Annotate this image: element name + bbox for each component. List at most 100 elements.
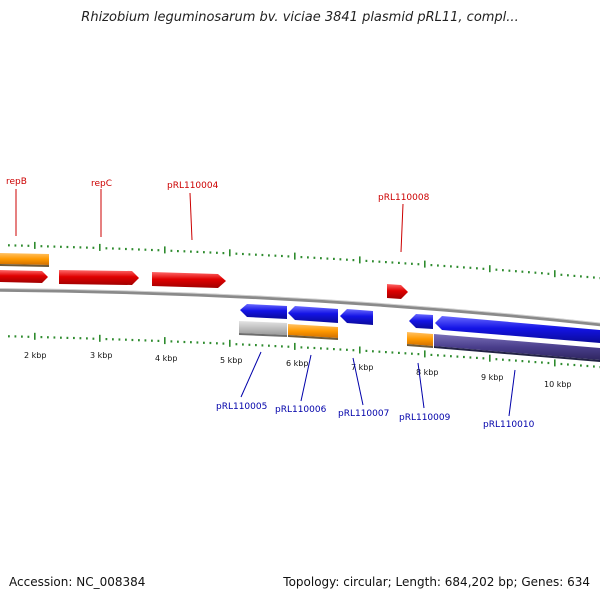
lower-ring-minor-tick — [534, 361, 537, 364]
gene-label-pRL110007[interactable]: pRL110007 — [338, 409, 389, 419]
upper-ring-minor-tick — [27, 244, 30, 247]
upper-ring-minor-tick — [170, 249, 173, 252]
upper-ring-minor-tick — [456, 265, 459, 268]
topology-summary: Topology: circular; Length: 684,202 bp; … — [283, 575, 590, 589]
upper-ring-minor-tick — [92, 246, 95, 249]
upper-ring-minor-tick — [14, 244, 17, 247]
upper-ring-minor-tick — [222, 252, 225, 255]
upper-ring-minor-tick — [534, 271, 537, 274]
upper-ring-minor-tick — [112, 247, 114, 250]
lower-ring-minor-tick — [417, 353, 420, 356]
upper-ring-minor-tick — [463, 266, 465, 269]
upper-ring-minor-tick — [339, 258, 342, 261]
scale-label-5kbp: 5 kbp — [220, 356, 242, 365]
lower-ring-minor-tick — [190, 341, 192, 344]
cds-reverse-pRL110010 — [435, 316, 600, 343]
upper-ring-minor-tick — [261, 253, 264, 257]
lower-ring-minor-tick — [53, 336, 56, 339]
lower-ring-minor-tick — [92, 337, 95, 340]
upper-tick-ring — [8, 241, 600, 280]
lower-ring-minor-tick — [203, 341, 205, 344]
upper-ring-minor-tick — [183, 250, 186, 253]
gene-label-repB[interactable]: repB — [6, 177, 27, 187]
lower-ring-minor-tick — [580, 364, 582, 367]
cds-forward-pRL110004 — [152, 272, 226, 288]
lower-ring-minor-tick — [365, 349, 368, 352]
lower-ring-minor-tick — [430, 353, 433, 356]
gene-label-pRL110006[interactable]: pRL110006 — [275, 405, 327, 415]
gene-label-pRL110005[interactable]: pRL110005 — [216, 402, 267, 412]
lower-ring-minor-tick — [287, 345, 290, 348]
lower-ring-minor-tick — [14, 335, 17, 338]
upper-ring-minor-tick — [365, 259, 368, 262]
lower-ring-major-tick — [229, 339, 231, 347]
upper-ring-minor-tick — [586, 275, 589, 279]
cds-reverse-pRL110005 — [240, 304, 287, 319]
lower-ring-minor-tick — [157, 339, 160, 342]
upper-ring-minor-tick — [274, 254, 277, 257]
leader-line-pRL110005 — [240, 351, 262, 398]
upper-ring-minor-tick — [476, 267, 478, 270]
lower-ring-minor-tick — [196, 341, 199, 344]
cds-forward-repB — [0, 270, 48, 283]
upper-ring-minor-tick — [151, 248, 153, 252]
lower-ring-minor-tick — [66, 336, 69, 339]
lower-ring-minor-tick — [463, 355, 465, 359]
plasmid-backbone — [0, 288, 600, 327]
lower-ring-minor-tick — [216, 342, 218, 345]
gene-label-pRL110009[interactable]: pRL110009 — [399, 413, 451, 423]
upper-ring-minor-tick — [190, 250, 192, 253]
lower-ring-minor-tick — [222, 342, 225, 345]
upper-ring-minor-tick — [79, 246, 82, 249]
lower-ring-minor-tick — [456, 355, 459, 358]
gene-label-pRL110010[interactable]: pRL110010 — [483, 420, 535, 430]
upper-ring-minor-tick — [235, 252, 238, 255]
lower-ring-minor-tick — [21, 335, 23, 338]
scale-label-10kbp: 10 kbp — [544, 380, 572, 389]
lower-ring-minor-tick — [352, 349, 355, 352]
upper-ring-minor-tick — [541, 272, 543, 275]
upper-ring-minor-tick — [482, 267, 485, 270]
gene-label-pRL110008[interactable]: pRL110008 — [378, 193, 430, 203]
upper-ring-minor-tick — [320, 257, 322, 260]
lower-ring-minor-tick — [560, 362, 563, 366]
lower-ring-major-tick — [489, 354, 491, 362]
upper-ring-minor-tick — [47, 245, 49, 248]
gene-label-pRL110004[interactable]: pRL110004 — [167, 181, 219, 191]
lower-ring-minor-tick — [138, 339, 140, 342]
lower-ring-minor-tick — [268, 344, 270, 347]
upper-ring-minor-tick — [567, 274, 569, 277]
upper-ring-minor-tick — [580, 275, 582, 278]
lower-ring-minor-tick — [346, 348, 348, 351]
purple-feature — [434, 334, 600, 360]
upper-ring-minor-tick — [352, 259, 355, 262]
upper-ring-minor-tick — [385, 261, 387, 264]
lower-ring-minor-tick — [105, 338, 108, 341]
upper-ring-minor-tick — [281, 254, 283, 258]
upper-ring-major-tick — [489, 265, 491, 273]
lower-ring-minor-tick — [398, 351, 400, 354]
upper-ring-minor-tick — [378, 260, 381, 263]
lower-ring-minor-tick — [476, 356, 478, 359]
leader-line-pRL110007 — [352, 357, 364, 406]
lower-ring-minor-tick — [112, 338, 114, 341]
upper-ring-minor-tick — [469, 266, 472, 269]
lower-ring-minor-tick — [521, 360, 524, 363]
upper-ring-minor-tick — [268, 254, 270, 257]
upper-ring-minor-tick — [125, 247, 127, 251]
lower-ring-minor-tick — [177, 340, 179, 343]
upper-ring-minor-tick — [443, 264, 446, 268]
lower-ring-minor-tick — [333, 348, 335, 351]
gene-label-repC[interactable]: repC — [91, 179, 112, 189]
leader-line-pRL110008 — [400, 203, 404, 253]
upper-ring-minor-tick — [326, 257, 329, 260]
upper-ring-minor-tick — [21, 244, 23, 247]
upper-ring-minor-tick — [313, 256, 316, 259]
lower-ring-minor-tick — [151, 339, 153, 342]
lower-ring-minor-tick — [274, 345, 277, 348]
lower-ring-minor-tick — [281, 345, 283, 348]
upper-ring-major-tick — [164, 246, 166, 254]
upper-ring-minor-tick — [437, 264, 439, 267]
cds-reverse-pRL110006 — [288, 306, 338, 323]
